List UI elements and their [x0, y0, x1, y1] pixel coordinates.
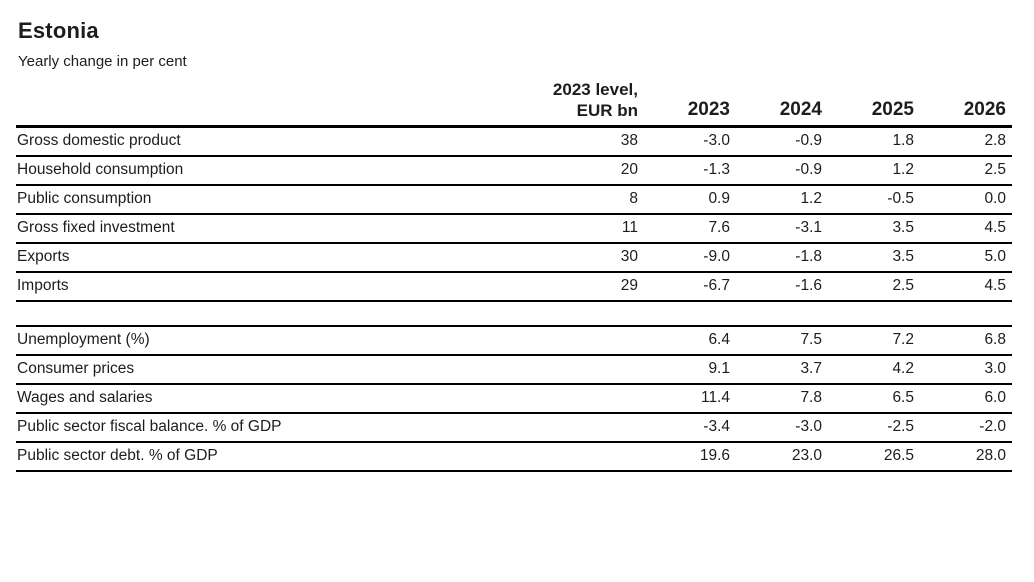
page-title: Estonia	[18, 18, 99, 43]
row-label: Imports	[17, 277, 69, 295]
value-cell-2026: 4.5	[984, 219, 1006, 237]
level-cell: 30	[620, 248, 638, 266]
row-label: Public sector debt. % of GDP	[17, 447, 218, 465]
value-cell-2023: 7.6	[708, 219, 730, 237]
table-header: 2023 level, EUR bn 2023 2024 2025 2026	[16, 80, 1012, 127]
report-page: Estonia Yearly change in per cent 2023 l…	[16, 18, 1012, 472]
value-cell-2024: -1.8	[795, 248, 822, 266]
table-row: Wages and salaries 11.4 7.8 6.5 6.0	[16, 384, 1012, 414]
table-row: Consumer prices 9.1 3.7 4.2 3.0	[16, 355, 1012, 385]
value-cell-2024: 3.7	[800, 360, 822, 378]
value-cell-2024: 1.2	[800, 190, 822, 208]
level-cell	[551, 326, 644, 355]
corner-cell	[16, 80, 551, 127]
spacer-cell	[16, 301, 1012, 326]
value-cell-2025: 4.2	[892, 360, 914, 378]
value-cell-2023: 19.6	[699, 447, 730, 465]
row-label: Exports	[17, 248, 70, 266]
value-cell-2023: 11.4	[700, 389, 730, 407]
level-cell	[551, 442, 644, 471]
value-cell-2025: 26.5	[883, 447, 914, 465]
level-cell	[551, 355, 644, 384]
level-cell	[551, 413, 644, 442]
header-row: 2023 level, EUR bn 2023 2024 2025 2026	[16, 80, 1012, 127]
row-label: Public consumption	[17, 190, 152, 208]
value-cell-2023: 6.4	[708, 331, 730, 349]
row-label: Household consumption	[17, 161, 184, 179]
row-label: Gross fixed investment	[17, 219, 175, 237]
level-cell: 29	[620, 277, 638, 295]
level-header-line2: EUR bn	[576, 100, 638, 120]
value-cell-2024: 7.8	[800, 389, 822, 407]
level-cell: 20	[620, 161, 638, 179]
table-row: Gross domestic product 38 -3.0 -0.9 1.8 …	[16, 127, 1012, 157]
value-cell-2024: 7.5	[800, 331, 822, 349]
value-cell-2025: 2.5	[892, 277, 914, 295]
year-header-2024: 2024	[779, 99, 822, 121]
value-cell-2023: -3.4	[703, 418, 730, 436]
value-cell-2026: 5.0	[984, 248, 1006, 266]
forecast-table: 2023 level, EUR bn 2023 2024 2025 2026 G…	[16, 80, 1012, 472]
value-cell-2024: -3.1	[795, 219, 822, 237]
value-cell-2025: 3.5	[892, 219, 914, 237]
table-row: Public consumption 8 0.9 1.2 -0.5 0.0	[16, 185, 1012, 215]
value-cell-2025: 7.2	[892, 331, 914, 349]
row-label: Wages and salaries	[17, 389, 153, 407]
value-cell-2026: 0.0	[984, 190, 1006, 208]
table-row: Exports 30 -9.0 -1.8 3.5 5.0	[16, 243, 1012, 273]
level-cell: 38	[620, 132, 638, 150]
value-cell-2023: -3.0	[703, 132, 730, 150]
value-cell-2026: -2.0	[979, 418, 1006, 436]
year-header-2025: 2025	[871, 99, 914, 121]
value-cell-2024: -0.9	[795, 132, 822, 150]
value-cell-2026: 4.5	[984, 277, 1006, 295]
value-cell-2025: 1.8	[892, 132, 914, 150]
row-label: Gross domestic product	[17, 132, 181, 150]
table-row: Public sector fiscal balance. % of GDP -…	[16, 413, 1012, 443]
value-cell-2026: 2.5	[984, 161, 1006, 179]
year-header-2026: 2026	[963, 99, 1006, 121]
value-cell-2025: 1.2	[892, 161, 914, 179]
value-cell-2023: 9.1	[708, 360, 730, 378]
value-cell-2023: 0.9	[708, 190, 730, 208]
level-cell	[551, 384, 644, 413]
row-label: Unemployment (%)	[17, 331, 150, 349]
page-subtitle: Yearly change in per cent	[18, 53, 187, 70]
row-label: Consumer prices	[17, 360, 135, 378]
value-cell-2026: 6.0	[984, 389, 1006, 407]
level-cell: 8	[629, 190, 638, 208]
value-cell-2025: 3.5	[892, 248, 914, 266]
table-row: Gross fixed investment 11 7.6 -3.1 3.5 4…	[16, 214, 1012, 244]
value-cell-2024: -1.6	[795, 277, 822, 295]
row-label: Public sector fiscal balance. % of GDP	[17, 418, 282, 436]
value-cell-2024: -3.0	[795, 418, 822, 436]
value-cell-2026: 3.0	[984, 360, 1006, 378]
value-cell-2025: -2.5	[887, 418, 914, 436]
table-row: Imports 29 -6.7 -1.6 2.5 4.5	[16, 272, 1012, 302]
year-header-2023: 2023	[687, 99, 730, 121]
value-cell-2024: -0.9	[795, 161, 822, 179]
table-body: Gross domestic product 38 -3.0 -0.9 1.8 …	[16, 127, 1012, 472]
value-cell-2026: 28.0	[975, 447, 1006, 465]
value-cell-2023: -6.7	[703, 277, 730, 295]
table-row: Household consumption 20 -1.3 -0.9 1.2 2…	[16, 156, 1012, 186]
level-header-line1: 2023 level,	[552, 80, 638, 99]
table-row: Public sector debt. % of GDP 19.6 23.0 2…	[16, 442, 1012, 472]
value-cell-2023: -1.3	[703, 161, 730, 179]
table-row: Unemployment (%) 6.4 7.5 7.2 6.8	[16, 326, 1012, 356]
value-cell-2025: -0.5	[887, 190, 914, 208]
section-spacer	[16, 301, 1012, 326]
value-cell-2026: 2.8	[984, 132, 1006, 150]
value-cell-2023: -9.0	[703, 248, 730, 266]
level-column-header: 2023 level, EUR bn	[551, 80, 644, 127]
level-cell: 11	[621, 219, 638, 237]
value-cell-2025: 6.5	[892, 389, 914, 407]
value-cell-2024: 23.0	[791, 447, 822, 465]
value-cell-2026: 6.8	[984, 331, 1006, 349]
